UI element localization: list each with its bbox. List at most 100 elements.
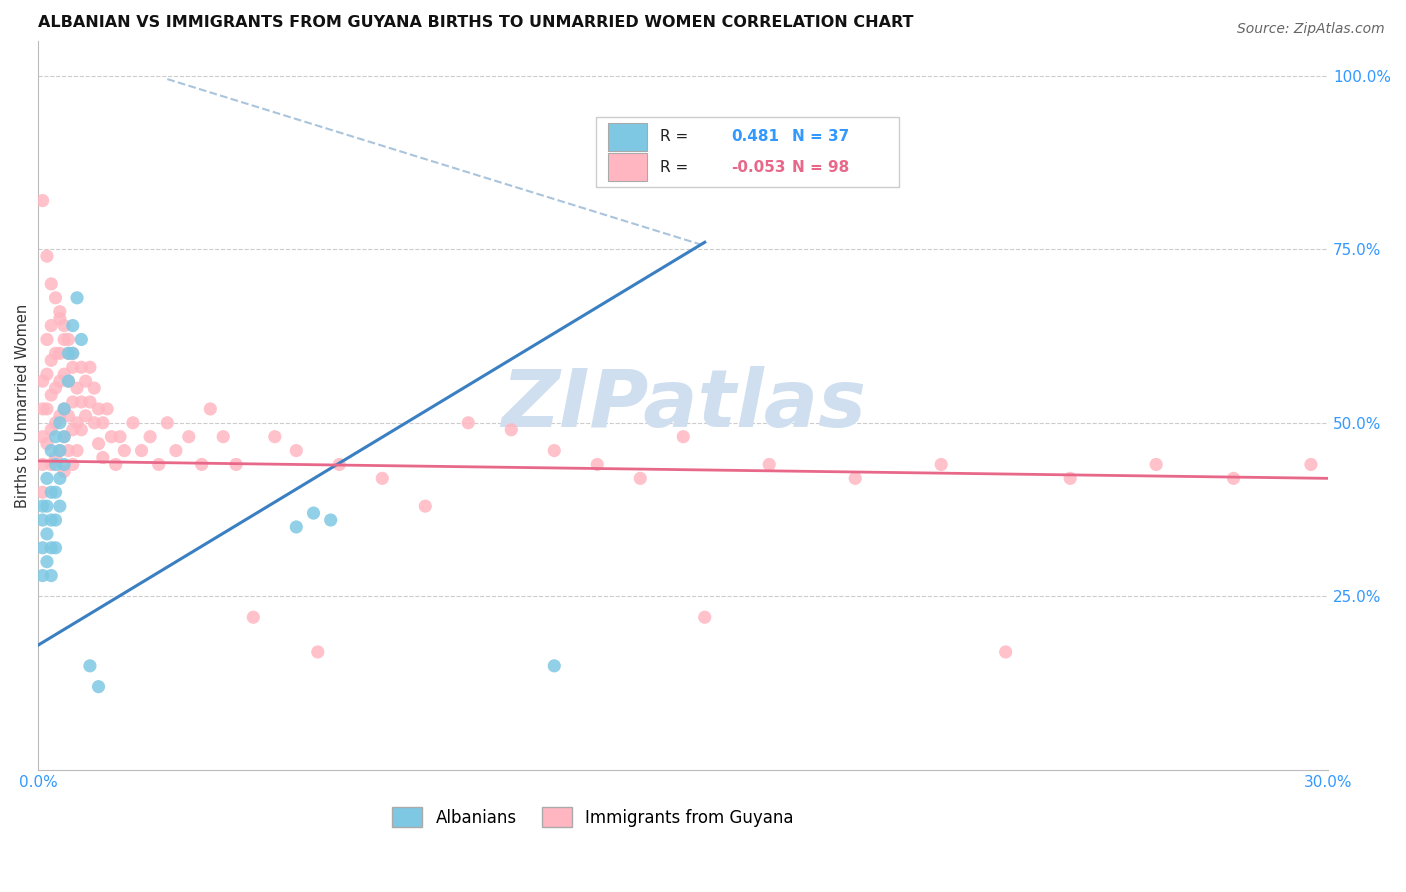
Point (49, 304, 72, 318)
Point (39, 458, 62, 472)
Point (66, 416, 89, 430)
Point (328, 458, 350, 472)
Point (285, 520, 308, 534)
Y-axis label: Births to Unmarried Women: Births to Unmarried Women (15, 303, 30, 508)
Point (139, 430, 162, 444)
Point (79, 360, 101, 375)
Point (628, 471, 651, 485)
Point (413, 499, 436, 513)
Point (49, 346, 72, 360)
Point (49, 443, 72, 458)
Point (58, 443, 80, 458)
Point (457, 416, 479, 430)
Point (285, 443, 308, 458)
Point (58, 346, 80, 360)
Point (62, 395, 84, 409)
Point (83, 416, 105, 430)
Point (53, 401, 76, 416)
Point (543, 658, 565, 673)
Point (177, 430, 200, 444)
Point (44, 430, 66, 444)
Point (31, 430, 53, 444)
Point (100, 430, 122, 444)
Point (31, 568, 53, 582)
Point (844, 471, 866, 485)
Point (31, 513, 53, 527)
Point (44, 346, 66, 360)
Point (58, 409, 80, 423)
Point (39, 513, 62, 527)
Point (53, 368, 76, 382)
Point (49, 374, 72, 388)
Point (35, 555, 58, 569)
Point (225, 458, 247, 472)
Point (39, 485, 62, 500)
Point (31, 458, 53, 472)
Text: Source: ZipAtlas.com: Source: ZipAtlas.com (1237, 22, 1385, 37)
Point (53, 458, 76, 472)
Point (758, 458, 780, 472)
Point (58, 374, 80, 388)
Point (302, 506, 325, 520)
Point (44, 381, 66, 395)
Point (35, 249, 58, 263)
Point (62, 360, 84, 375)
Point (53, 318, 76, 333)
Legend: Albanians, Immigrants from Guyana: Albanians, Immigrants from Guyana (392, 807, 793, 827)
Point (70, 423, 93, 437)
Text: R =: R = (659, 160, 693, 175)
Point (35, 471, 58, 485)
Text: N = 37: N = 37 (792, 129, 849, 145)
FancyBboxPatch shape (609, 153, 647, 181)
Point (1059, 471, 1081, 485)
Point (39, 443, 62, 458)
Point (35, 401, 58, 416)
Point (66, 381, 89, 395)
Point (131, 443, 153, 458)
Point (586, 458, 609, 472)
Point (83, 381, 105, 395)
Point (31, 194, 53, 208)
Point (1144, 458, 1167, 472)
Point (49, 471, 72, 485)
Point (44, 450, 66, 465)
Point (49, 499, 72, 513)
Point (58, 374, 80, 388)
Point (39, 541, 62, 555)
Point (104, 458, 127, 472)
Point (31, 401, 53, 416)
Point (1299, 458, 1322, 472)
Point (31, 499, 53, 513)
FancyBboxPatch shape (609, 123, 647, 151)
Point (44, 416, 66, 430)
Point (39, 568, 62, 582)
Point (53, 464, 76, 478)
Point (672, 430, 695, 444)
Point (263, 430, 285, 444)
Point (62, 423, 84, 437)
Point (62, 458, 84, 472)
Point (53, 333, 76, 347)
Point (49, 443, 72, 458)
Text: N = 98: N = 98 (792, 160, 849, 175)
Point (53, 401, 76, 416)
Point (212, 430, 235, 444)
Point (319, 513, 342, 527)
Point (693, 610, 716, 624)
Point (35, 527, 58, 541)
FancyBboxPatch shape (596, 118, 898, 186)
Point (39, 318, 62, 333)
Point (91, 416, 114, 430)
Point (35, 436, 58, 450)
Point (96, 401, 118, 416)
Point (87, 436, 110, 450)
Point (70, 333, 93, 347)
Point (44, 513, 66, 527)
Point (87, 680, 110, 694)
Point (62, 346, 84, 360)
Text: ALBANIAN VS IMMIGRANTS FROM GUYANA BIRTHS TO UNMARRIED WOMEN CORRELATION CHART: ALBANIAN VS IMMIGRANTS FROM GUYANA BIRTH… (38, 15, 914, 30)
Point (75, 374, 97, 388)
Point (44, 458, 66, 472)
Text: -0.053: -0.053 (731, 160, 786, 175)
Point (66, 443, 89, 458)
